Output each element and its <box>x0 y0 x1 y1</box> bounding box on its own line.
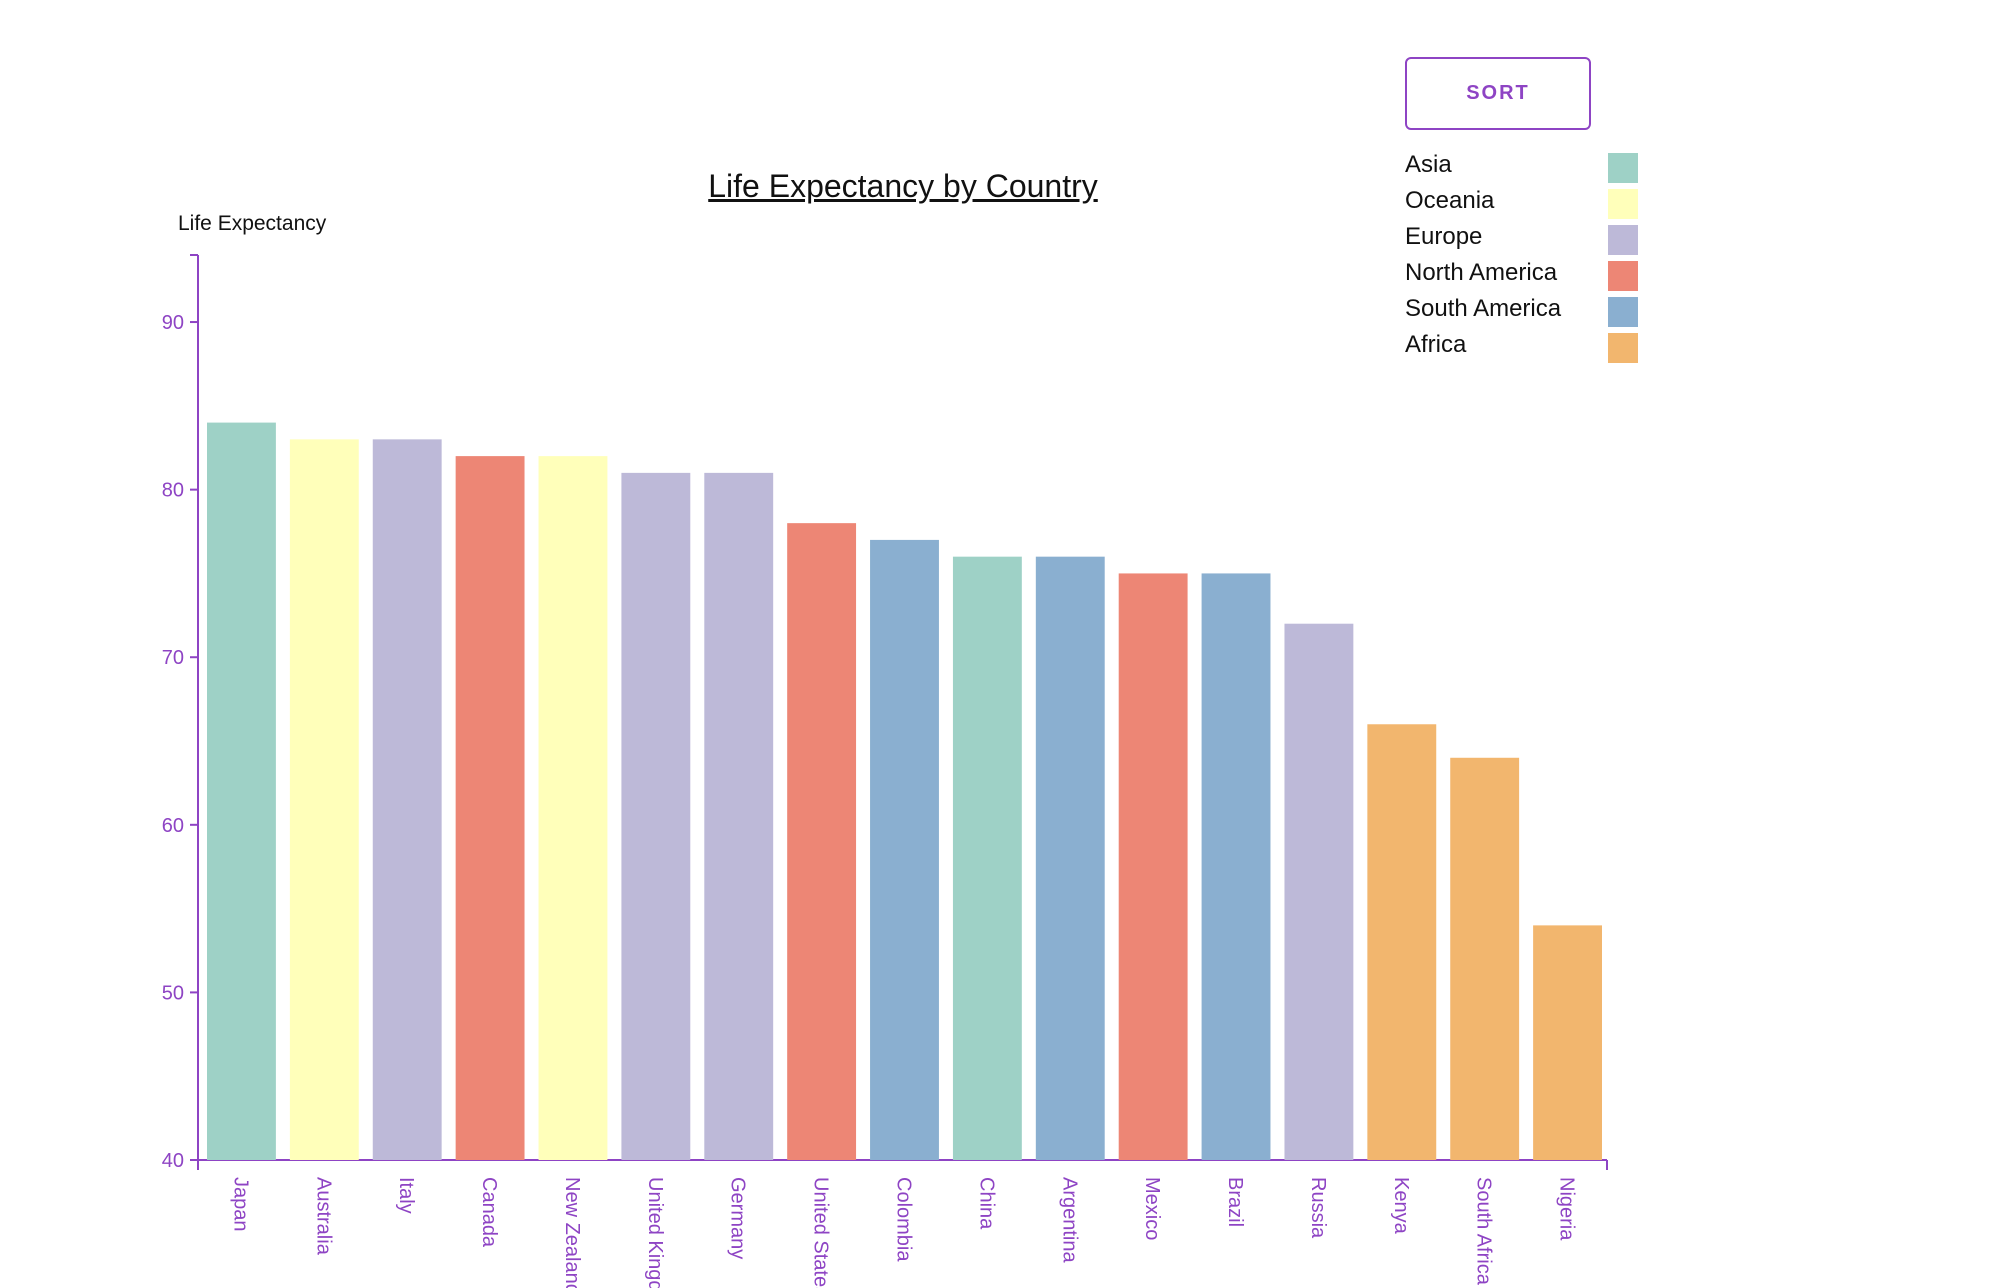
bar <box>704 472 774 1160</box>
legend-label: Africa <box>1405 331 1467 358</box>
x-tick-label: Germany <box>727 1177 749 1259</box>
y-axis-label: Life Expectancy <box>178 212 327 235</box>
bar <box>538 456 608 1161</box>
sort-button[interactable]: SORT <box>1405 57 1591 130</box>
x-tick-label: South Africa <box>1473 1177 1495 1286</box>
bar <box>1035 556 1105 1160</box>
legend-item-africa: Africa <box>1405 328 1645 364</box>
legend-swatch <box>1608 333 1638 363</box>
x-tick-label: Argentina <box>1058 1177 1080 1263</box>
x-tick-label: Russia <box>1307 1177 1329 1239</box>
bar <box>1118 573 1188 1160</box>
legend-swatch <box>1608 153 1638 183</box>
x-tick-label: Nigeria <box>1556 1177 1578 1241</box>
bar <box>621 472 691 1160</box>
legend-label: Europe <box>1405 223 1483 250</box>
bar <box>1284 623 1354 1160</box>
x-tick-label: Brazil <box>1224 1177 1246 1227</box>
bar <box>455 456 525 1161</box>
legend-swatch <box>1608 189 1638 219</box>
x-tick-label: United Kingdom <box>644 1177 666 1288</box>
bar <box>870 539 939 1160</box>
bar <box>1201 573 1271 1160</box>
legend-item-oceania: Oceania <box>1405 184 1645 220</box>
legend-item-south-america: South America <box>1405 292 1645 328</box>
x-tick-label: Australia <box>312 1177 334 1256</box>
y-tick-label: 60 <box>162 815 184 837</box>
legend-swatch <box>1608 297 1638 327</box>
x-tick-label: Italy <box>395 1177 417 1214</box>
legend-item-north-america: North America <box>1405 256 1645 292</box>
legend: Asia Oceania Europe North America South … <box>1405 148 1645 364</box>
bar <box>1533 925 1602 1160</box>
bar <box>952 556 1022 1160</box>
bar <box>289 439 359 1161</box>
x-tick-label: Kenya <box>1390 1177 1412 1235</box>
x-tick-label: Colombia <box>893 1177 915 1262</box>
bar <box>787 523 857 1160</box>
x-tick-label: Canada <box>478 1177 500 1248</box>
x-tick-label: Japan <box>229 1177 251 1232</box>
x-tick-label: Mexico <box>1141 1177 1163 1240</box>
bar <box>207 422 276 1160</box>
x-tick-label: United States <box>810 1177 832 1288</box>
legend-swatch <box>1608 225 1638 255</box>
legend-label: Asia <box>1405 151 1452 178</box>
y-tick-label: 40 <box>162 1150 184 1172</box>
legend-label: Oceania <box>1405 187 1495 214</box>
y-tick-label: 70 <box>162 647 184 669</box>
bar <box>372 439 442 1161</box>
bar <box>1367 724 1437 1160</box>
x-tick-label: New Zealand <box>561 1177 583 1288</box>
legend-item-europe: Europe <box>1405 220 1645 256</box>
bar <box>1450 757 1520 1160</box>
y-tick-label: 90 <box>162 312 184 334</box>
legend-item-asia: Asia <box>1405 148 1645 184</box>
y-tick-label: 50 <box>162 982 184 1004</box>
legend-swatch <box>1608 261 1638 291</box>
x-tick-label: China <box>975 1177 997 1230</box>
legend-label: North America <box>1405 259 1558 286</box>
y-tick-label: 80 <box>162 480 184 502</box>
chart-title: Life Expectancy by Country <box>708 168 1098 204</box>
legend-label: South America <box>1405 295 1562 322</box>
